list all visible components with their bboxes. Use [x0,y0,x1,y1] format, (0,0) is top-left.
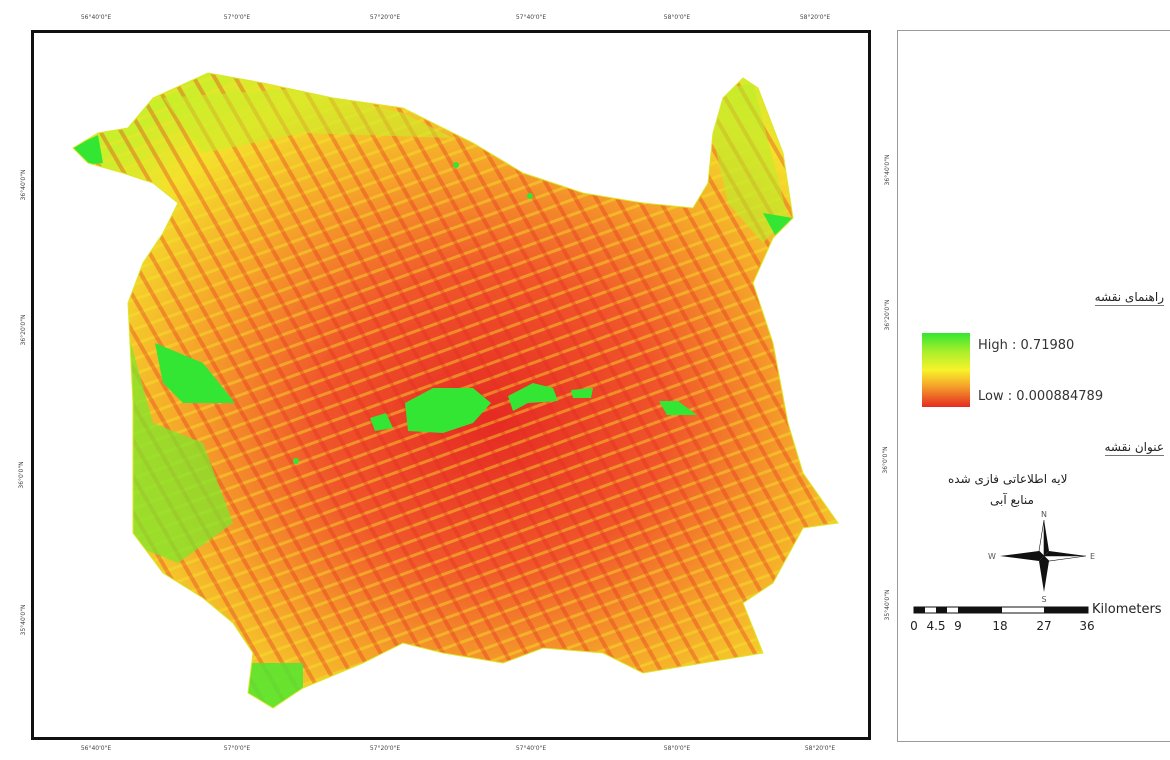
right-tick-1: 36°40'0"N [883,154,891,186]
top-tick-6: 58°20'0"E [799,14,831,21]
west-letter: W [988,552,996,561]
scale-tick-0: 0 [910,619,918,633]
right-tick-2: 36°20'0"N [883,299,891,331]
bottom-tick-5: 58°0'0"E [663,745,691,752]
scale-tick-2: 9 [954,619,962,633]
map-title-heading: عنوان نقشه [1104,440,1164,456]
scale-tick-3: 18 [992,619,1008,633]
fuzzy-raster-layer [73,73,838,708]
left-tick-2: 36°20'0"N [19,314,27,346]
right-tick-3: 36°0'0"N [882,446,890,474]
water-dot [527,193,533,199]
left-tick-1: 36°40'0"N [19,169,27,201]
scale-tick-5: 36 [1079,619,1095,633]
legend-low-label: Low : 0.000884789 [978,389,1104,404]
bottom-tick-1: 56°40'0"E [80,745,112,752]
map-frame [31,30,871,740]
bottom-tick-2: 57°0'0"E [223,745,251,752]
layer-title-line1: لایه اطلاعاتی فازی شده [948,472,1068,486]
top-tick-3: 57°20'0"E [369,14,401,21]
south-letter: S [1041,595,1046,604]
water-patch-far-east [659,401,697,415]
scale-tick-4: 27 [1036,619,1052,633]
bottom-tick-4: 57°40'0"E [515,745,547,752]
value-color-ramp [922,333,970,407]
left-tick-4: 35°40'0"N [19,604,27,636]
water-dot [453,162,459,168]
water-patch-central [405,388,491,433]
scale-tick-1: 4.5 [926,619,946,633]
water-patch-west [155,343,235,403]
legend-guide-title: راهنمای نقشه [1094,290,1164,306]
water-patch-east [508,383,558,411]
water-patch-east-small [571,388,593,398]
north-letter: N [1041,510,1047,519]
bottom-tick-3: 57°20'0"E [369,745,401,752]
left-tick-3: 36°0'0"N [18,461,26,489]
top-tick-4: 57°40'0"E [515,14,547,21]
layer-title-line2: منابع آبی [990,493,1034,507]
top-tick-1: 56°40'0"E [80,14,112,21]
legend-high-label: High : 0.71980 [978,338,1075,353]
scale-bar [913,606,1089,614]
east-letter: E [1090,552,1095,561]
north-arrow-icon: N S W E [988,510,1095,604]
water-patch-small [370,413,393,431]
top-tick-2: 57°0'0"E [223,14,251,21]
scale-unit: Kilometers [1092,602,1162,617]
map-canvas [72,72,839,709]
water-dot [293,458,299,464]
right-tick-4: 35°40'0"N [883,589,891,621]
top-tick-5: 58°0'0"E [663,14,691,21]
legend-panel [897,30,1170,742]
bottom-tick-6: 58°20'0"E [804,745,836,752]
